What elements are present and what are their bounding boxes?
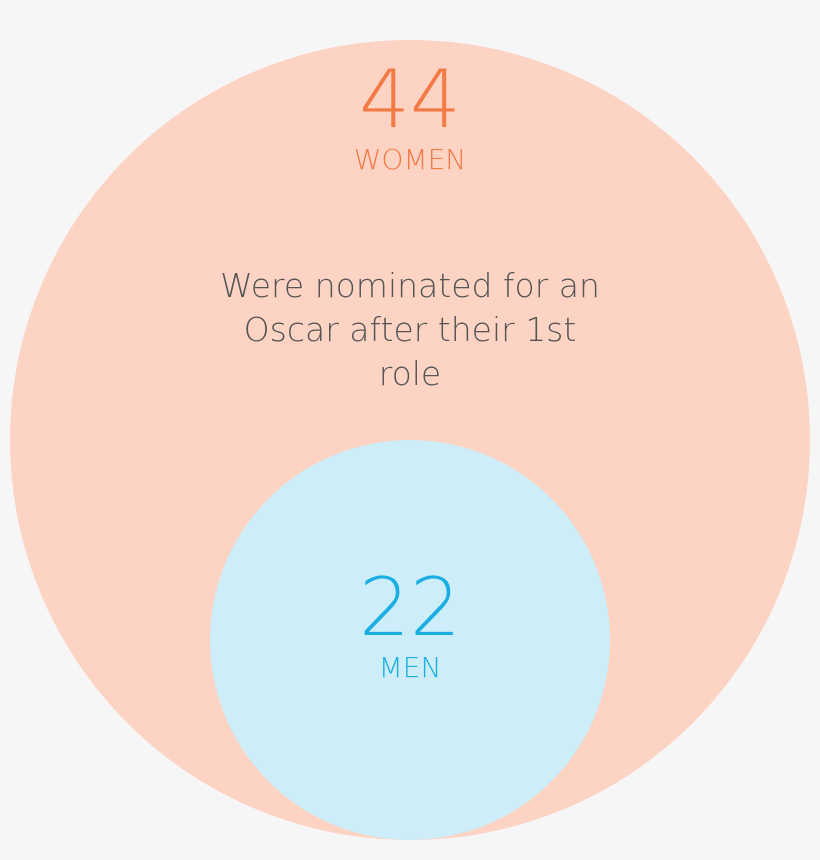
annotation: Were nominated for an Oscar after their … (220, 266, 600, 393)
value-label: 22 (359, 561, 461, 654)
circle (210, 440, 610, 840)
value-label: 44 (359, 53, 461, 146)
category-label: MEN (379, 651, 442, 684)
category-label: WOMEN (354, 143, 467, 176)
